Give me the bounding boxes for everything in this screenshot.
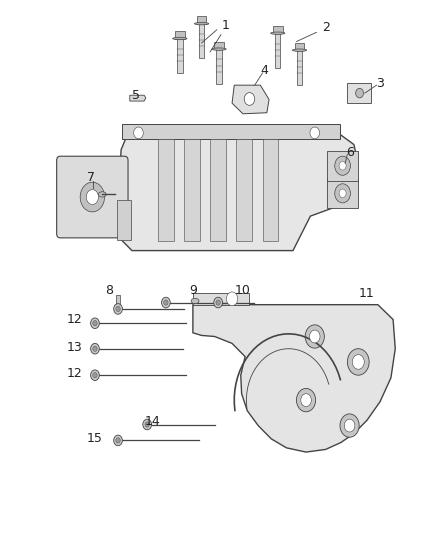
Circle shape (339, 161, 346, 170)
Bar (116, 295, 120, 310)
Ellipse shape (212, 48, 226, 50)
Circle shape (244, 93, 254, 106)
Text: 10: 10 (235, 284, 251, 297)
Circle shape (86, 190, 99, 205)
Polygon shape (130, 95, 146, 101)
Ellipse shape (271, 32, 285, 35)
Bar (273, 26, 283, 33)
Polygon shape (232, 85, 269, 114)
Bar (214, 42, 224, 49)
Ellipse shape (99, 192, 106, 197)
Text: 5: 5 (132, 89, 140, 102)
Text: 9: 9 (189, 284, 197, 297)
Bar (199, 23, 204, 58)
Text: 2: 2 (321, 21, 329, 35)
Circle shape (143, 419, 152, 430)
Bar (117, 200, 131, 240)
Bar (297, 50, 302, 85)
Text: 12: 12 (67, 313, 82, 326)
Text: 14: 14 (145, 415, 161, 428)
Text: 1: 1 (222, 19, 230, 32)
Circle shape (162, 297, 170, 308)
Ellipse shape (215, 300, 223, 305)
Polygon shape (193, 293, 250, 305)
Circle shape (114, 435, 122, 446)
Bar (237, 139, 252, 241)
Text: 13: 13 (67, 341, 82, 353)
Bar (158, 139, 174, 241)
Circle shape (356, 88, 364, 98)
Bar (216, 49, 222, 84)
Circle shape (91, 370, 99, 381)
Text: 4: 4 (261, 64, 268, 77)
Circle shape (214, 297, 223, 308)
Ellipse shape (173, 37, 187, 40)
Circle shape (91, 343, 99, 354)
Text: 11: 11 (359, 287, 375, 300)
Text: 12: 12 (67, 367, 82, 380)
Circle shape (116, 306, 120, 312)
Circle shape (91, 318, 99, 328)
Bar (122, 124, 340, 139)
Circle shape (344, 419, 355, 432)
Circle shape (216, 300, 220, 305)
Bar (175, 31, 185, 38)
Circle shape (114, 304, 122, 314)
Circle shape (301, 394, 311, 407)
Circle shape (310, 127, 320, 139)
Circle shape (93, 373, 97, 378)
Bar (177, 38, 183, 73)
Circle shape (297, 389, 316, 412)
Text: 6: 6 (346, 146, 353, 159)
Circle shape (93, 320, 97, 326)
Bar (275, 33, 280, 68)
Circle shape (226, 292, 238, 306)
Polygon shape (193, 305, 395, 452)
Circle shape (145, 422, 149, 427)
Circle shape (93, 346, 97, 351)
Bar (197, 16, 206, 23)
Bar (184, 139, 200, 241)
Circle shape (335, 184, 350, 203)
Circle shape (164, 300, 168, 305)
Circle shape (80, 182, 105, 212)
Ellipse shape (194, 22, 209, 25)
Bar (327, 179, 358, 208)
Circle shape (340, 414, 359, 437)
Polygon shape (117, 128, 357, 251)
Text: 15: 15 (87, 432, 103, 446)
Bar (327, 151, 358, 181)
Bar (210, 139, 226, 241)
Ellipse shape (292, 49, 307, 51)
Circle shape (335, 156, 350, 175)
Circle shape (339, 189, 346, 198)
Circle shape (134, 127, 143, 139)
Ellipse shape (191, 298, 199, 304)
Text: 3: 3 (376, 77, 384, 90)
Text: 7: 7 (87, 171, 95, 184)
Bar (295, 43, 304, 50)
Text: 8: 8 (105, 284, 113, 297)
FancyBboxPatch shape (57, 156, 128, 238)
Circle shape (347, 349, 369, 375)
Circle shape (116, 438, 120, 443)
Circle shape (310, 330, 320, 343)
Circle shape (305, 325, 324, 348)
Bar (347, 83, 371, 103)
Circle shape (352, 354, 364, 369)
Bar (262, 139, 278, 241)
